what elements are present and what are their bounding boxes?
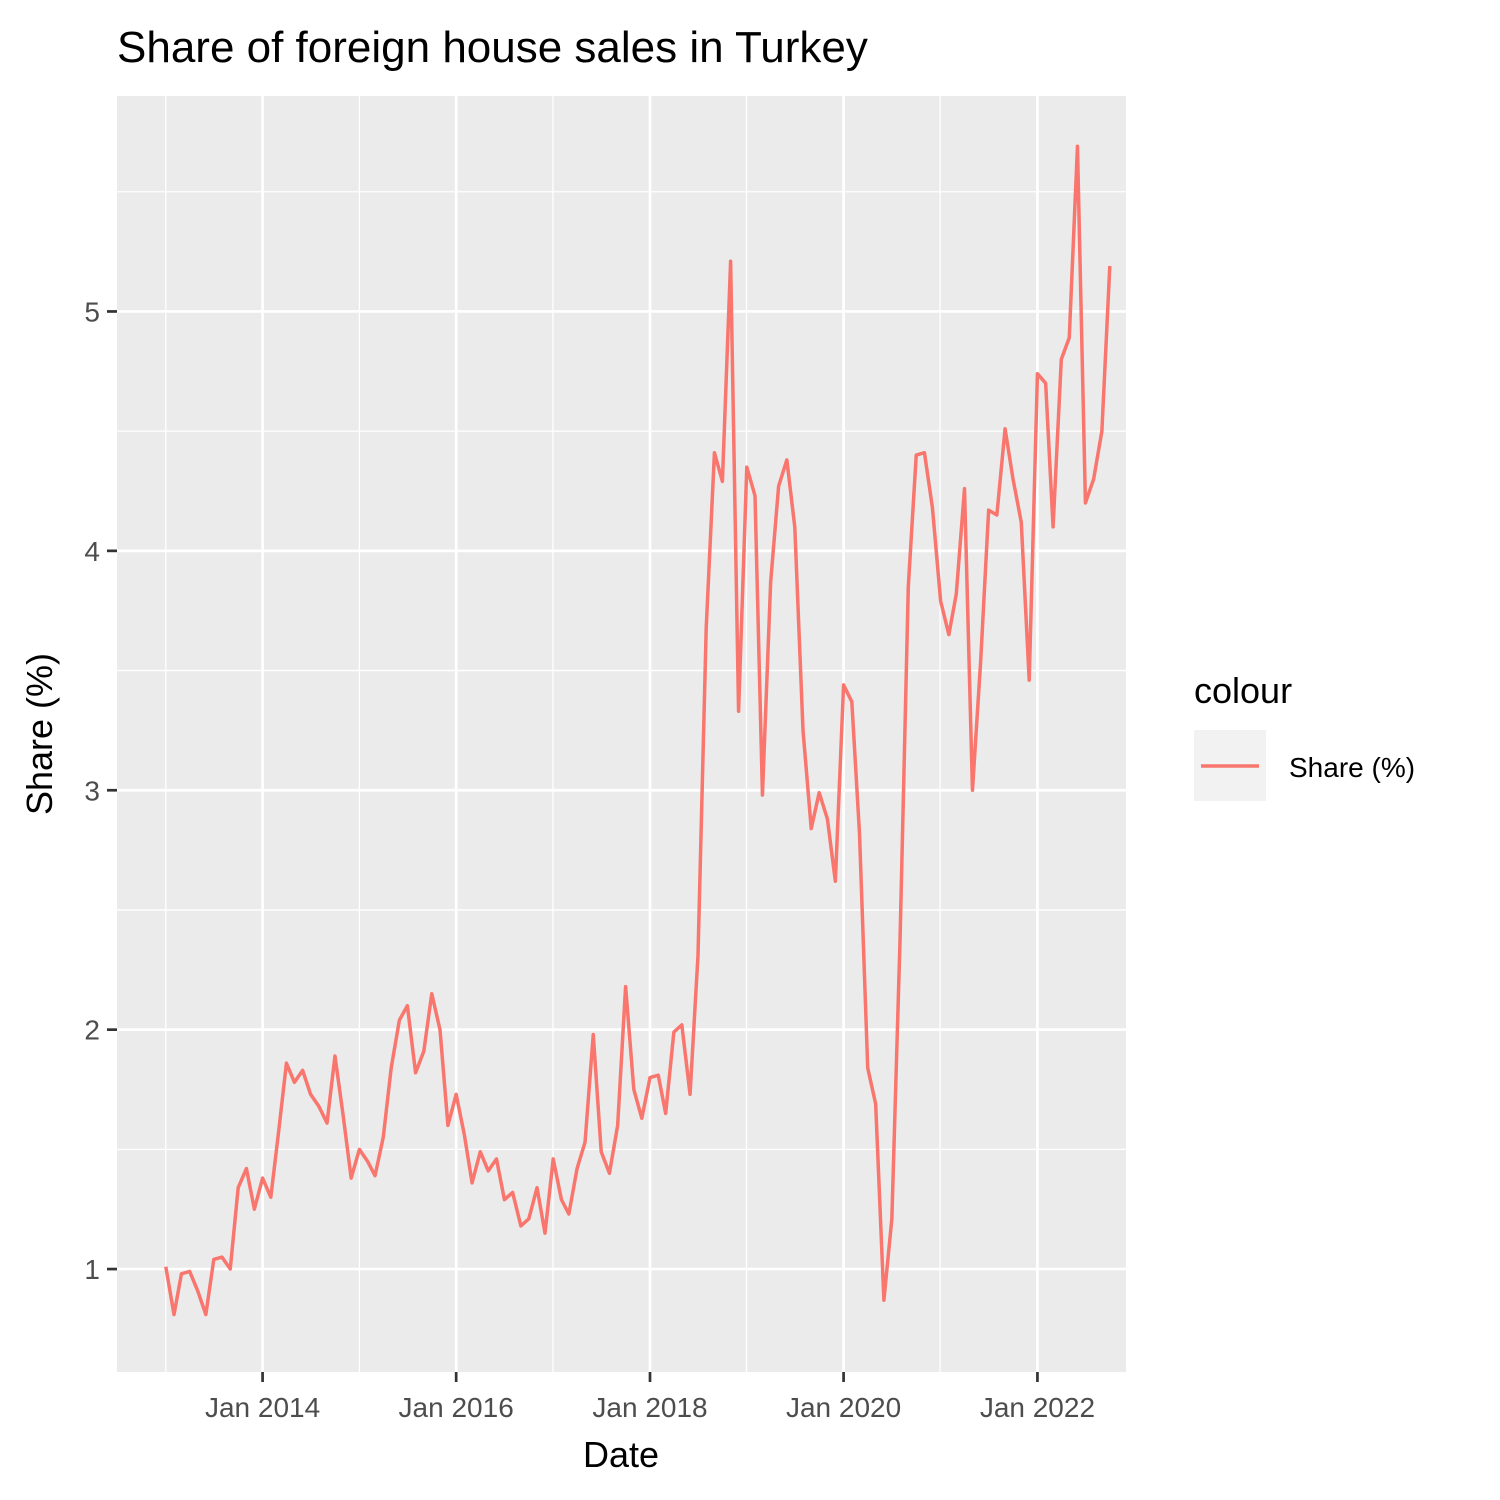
grid-minor (117, 96, 1126, 1372)
chart-title: Share of foreign house sales in Turkey (117, 23, 868, 72)
x-tick-label: Jan 2022 (980, 1392, 1095, 1423)
series-layer (164, 144, 1112, 1317)
x-tick-label: Jan 2020 (786, 1392, 901, 1423)
x-axis-title: Date (583, 1434, 659, 1475)
y-axis: 1 2 3 4 5 (84, 296, 117, 1285)
y-tick-label: 4 (84, 536, 100, 567)
y-tick-label: 1 (84, 1254, 100, 1285)
series-line (164, 144, 1112, 1317)
plot-panel (117, 96, 1126, 1372)
y-tick-label: 3 (84, 775, 100, 806)
grid-major (117, 96, 1126, 1372)
y-axis-title: Share (%) (19, 653, 60, 815)
x-tick-label: Jan 2018 (592, 1392, 707, 1423)
y-tick-label: 2 (84, 1015, 100, 1046)
legend-label: Share (%) (1289, 752, 1415, 783)
x-axis: Jan 2014 Jan 2016 Jan 2018 Jan 2020 Jan 2022 (205, 1372, 1095, 1423)
legend-title: colour (1194, 670, 1292, 711)
x-tick-label: Jan 2014 (205, 1392, 320, 1423)
legend: colour Share (%) (1194, 670, 1415, 801)
x-tick-label: Jan 2016 (399, 1392, 514, 1423)
y-tick-label: 5 (84, 296, 100, 327)
